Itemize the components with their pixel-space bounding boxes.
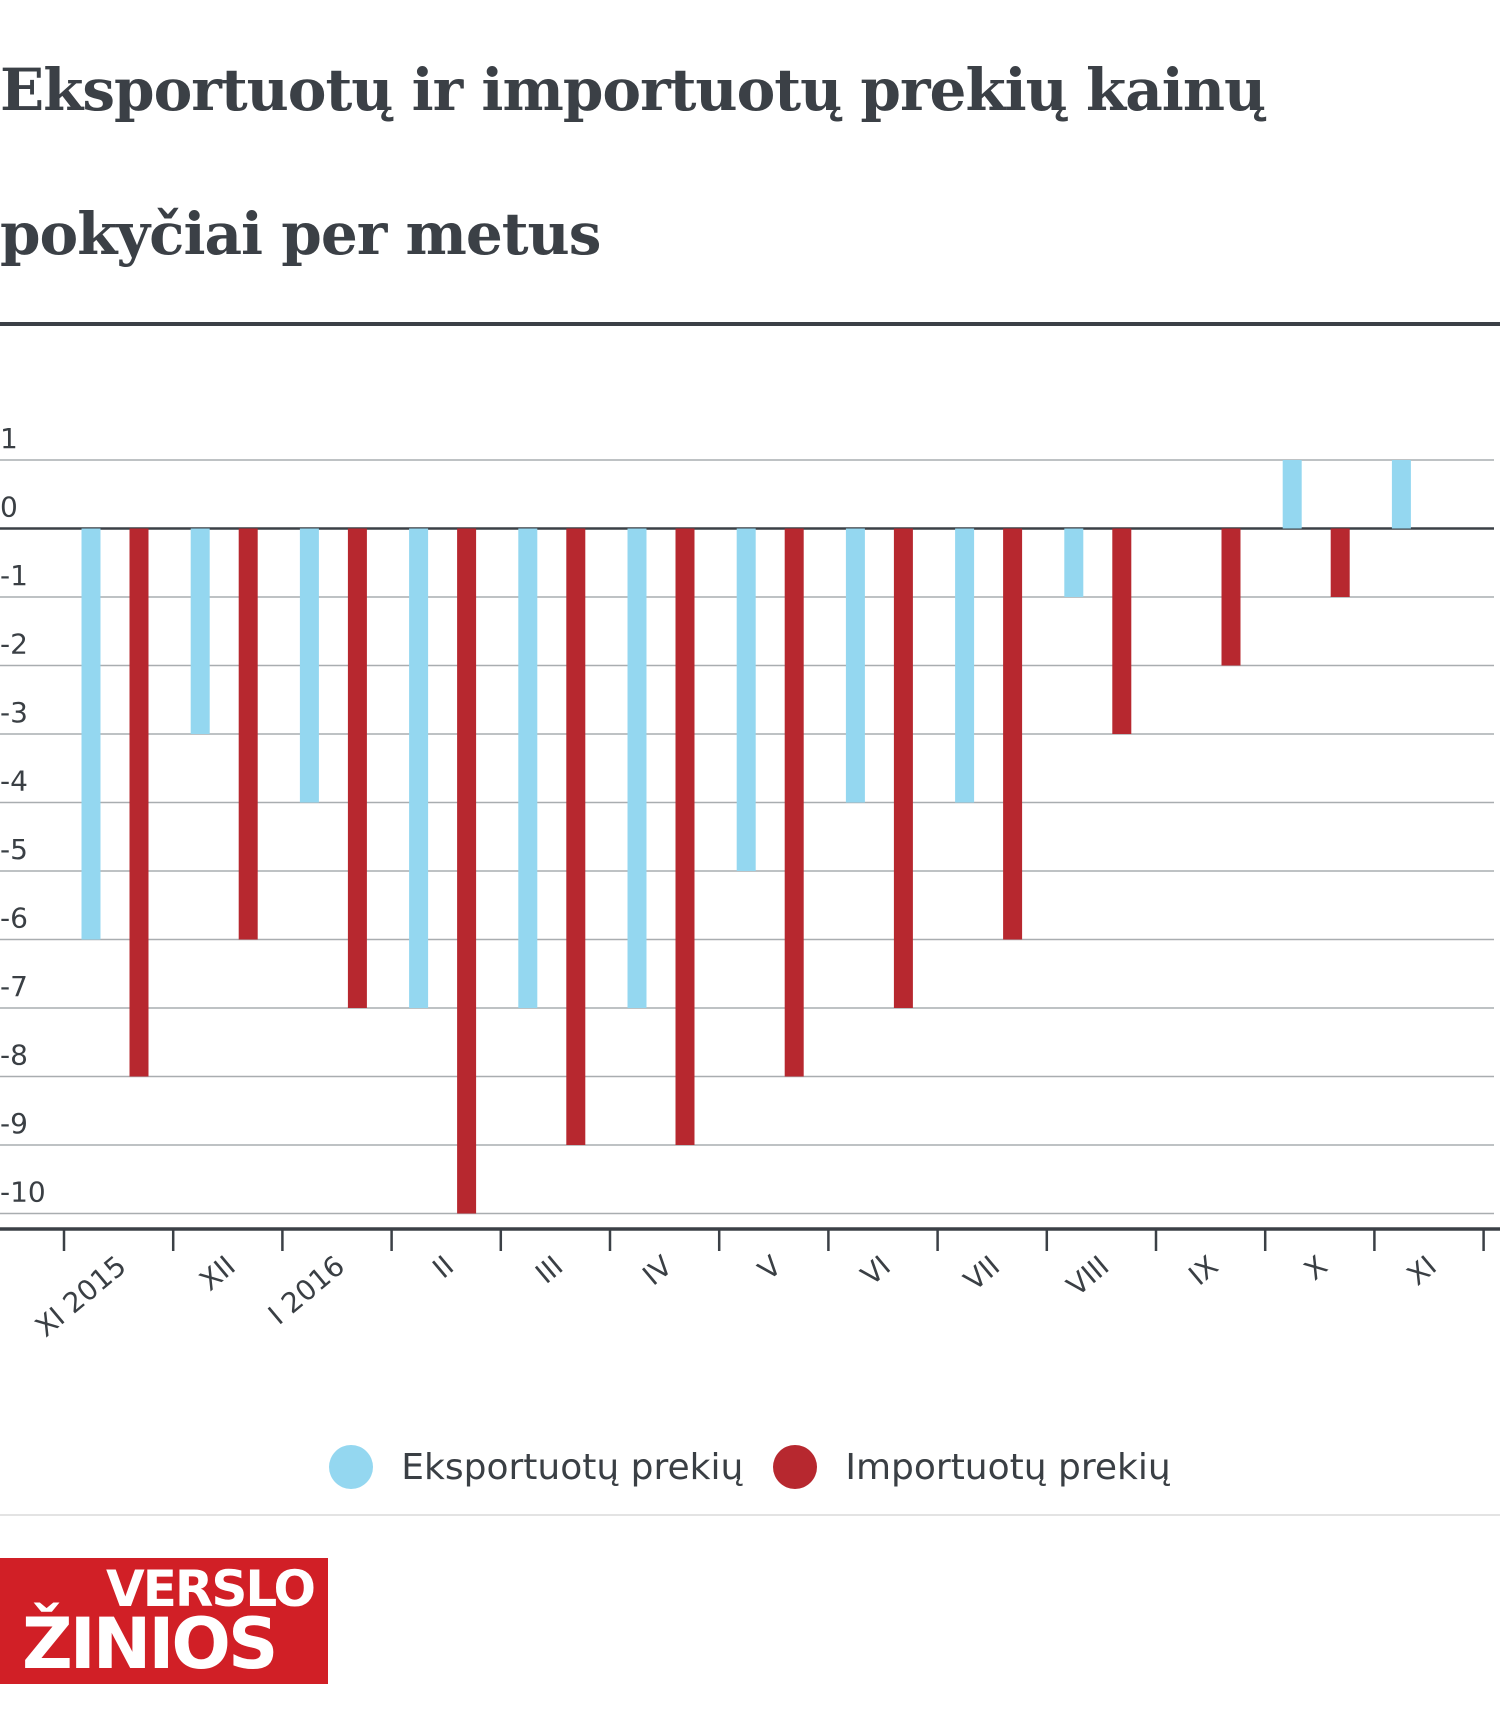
legend-item-export: Eksportuotų prekių bbox=[329, 1445, 743, 1489]
legend-dot-export bbox=[329, 1445, 374, 1489]
bar-export bbox=[81, 528, 101, 940]
bars bbox=[81, 460, 1411, 1214]
legend-label-export: Eksportuotų prekių bbox=[401, 1446, 744, 1488]
x-tick-label: III bbox=[529, 1249, 569, 1290]
x-tick-label: VIII bbox=[1060, 1249, 1115, 1303]
x-tick-label: V bbox=[752, 1249, 788, 1287]
bar-chart: 10-1-2-3-4-5-6-7-8-9-10 XI 2015 XII I 2016… bbox=[0, 422, 1500, 1344]
y-tick-label: -1 bbox=[0, 559, 28, 592]
x-tick-label: VI bbox=[855, 1249, 897, 1292]
y-tick-label: -3 bbox=[0, 696, 28, 729]
legend-label-import: Importuotų prekių bbox=[845, 1446, 1171, 1488]
x-tick-label: VII bbox=[958, 1249, 1007, 1297]
bar-import bbox=[238, 528, 258, 940]
y-tick-label: -2 bbox=[0, 628, 28, 661]
x-tick-label: IV bbox=[636, 1249, 678, 1292]
y-tick-label: -5 bbox=[0, 833, 28, 866]
brand-logo: VERSLO ŽINIOS bbox=[0, 1558, 328, 1684]
bar-export bbox=[409, 528, 429, 1008]
x-tick-label: IX bbox=[1182, 1249, 1224, 1292]
y-tick-label: -4 bbox=[0, 765, 28, 798]
legend-dot-import bbox=[773, 1445, 818, 1489]
bar-import bbox=[566, 528, 586, 1145]
y-axis-labels: 1 0 -1 -2 -3 -4 -5 -6 -7 -8 -9 -10 bbox=[0, 422, 46, 1209]
bar-export bbox=[299, 528, 319, 803]
x-tick-label: II bbox=[426, 1249, 460, 1285]
bar-export bbox=[736, 528, 756, 871]
bar-import bbox=[347, 528, 367, 1008]
chart-title: Eksportuotų ir importuotų prekių kainų p… bbox=[0, 56, 1266, 268]
x-tick-label: X bbox=[1298, 1249, 1334, 1287]
bar-export bbox=[1391, 460, 1411, 529]
bar-export bbox=[190, 528, 210, 734]
y-tick-label: -10 bbox=[0, 1176, 46, 1209]
x-tick-label: XI 2015 bbox=[29, 1249, 133, 1343]
title-divider bbox=[0, 322, 1500, 326]
footer-divider bbox=[0, 1514, 1500, 1516]
y-tick-label: 0 bbox=[0, 491, 18, 524]
y-tick-label: -9 bbox=[0, 1107, 28, 1140]
bar-import bbox=[129, 528, 149, 1077]
bar-import bbox=[1221, 528, 1241, 666]
x-tick-label: XI bbox=[1401, 1249, 1443, 1292]
legend-item-import: Importuotų prekių bbox=[773, 1445, 1171, 1489]
logo-line-1: VERSLO bbox=[106, 1560, 316, 1618]
bar-export bbox=[518, 528, 538, 1008]
bar-import bbox=[1330, 528, 1350, 597]
bar-export bbox=[955, 528, 975, 803]
bar-export bbox=[1282, 460, 1302, 529]
y-tick-label: -8 bbox=[0, 1039, 28, 1072]
bar-import bbox=[1112, 528, 1132, 734]
x-tick-label: XII bbox=[193, 1249, 242, 1297]
x-axis: XI 2015 XII I 2016 II III IV V VI VII VIII IX X XI bbox=[0, 1227, 1500, 1344]
bar-import bbox=[675, 528, 695, 1145]
bar-import bbox=[457, 528, 477, 1214]
bar-export bbox=[1064, 528, 1084, 597]
y-tick-label: 1 bbox=[0, 422, 18, 455]
bar-import bbox=[1003, 528, 1023, 940]
x-tick-label: I 2016 bbox=[262, 1249, 351, 1331]
logo-line-2: ŽINIOS bbox=[22, 1603, 278, 1685]
bar-import bbox=[784, 528, 804, 1077]
y-tick-label: -7 bbox=[0, 970, 28, 1003]
y-tick-label: -6 bbox=[0, 902, 28, 935]
legend: Eksportuotų prekių Importuotų prekių bbox=[0, 1432, 1500, 1502]
bar-import bbox=[893, 528, 913, 1008]
bar-export bbox=[845, 528, 865, 803]
bar-export bbox=[627, 528, 647, 1008]
